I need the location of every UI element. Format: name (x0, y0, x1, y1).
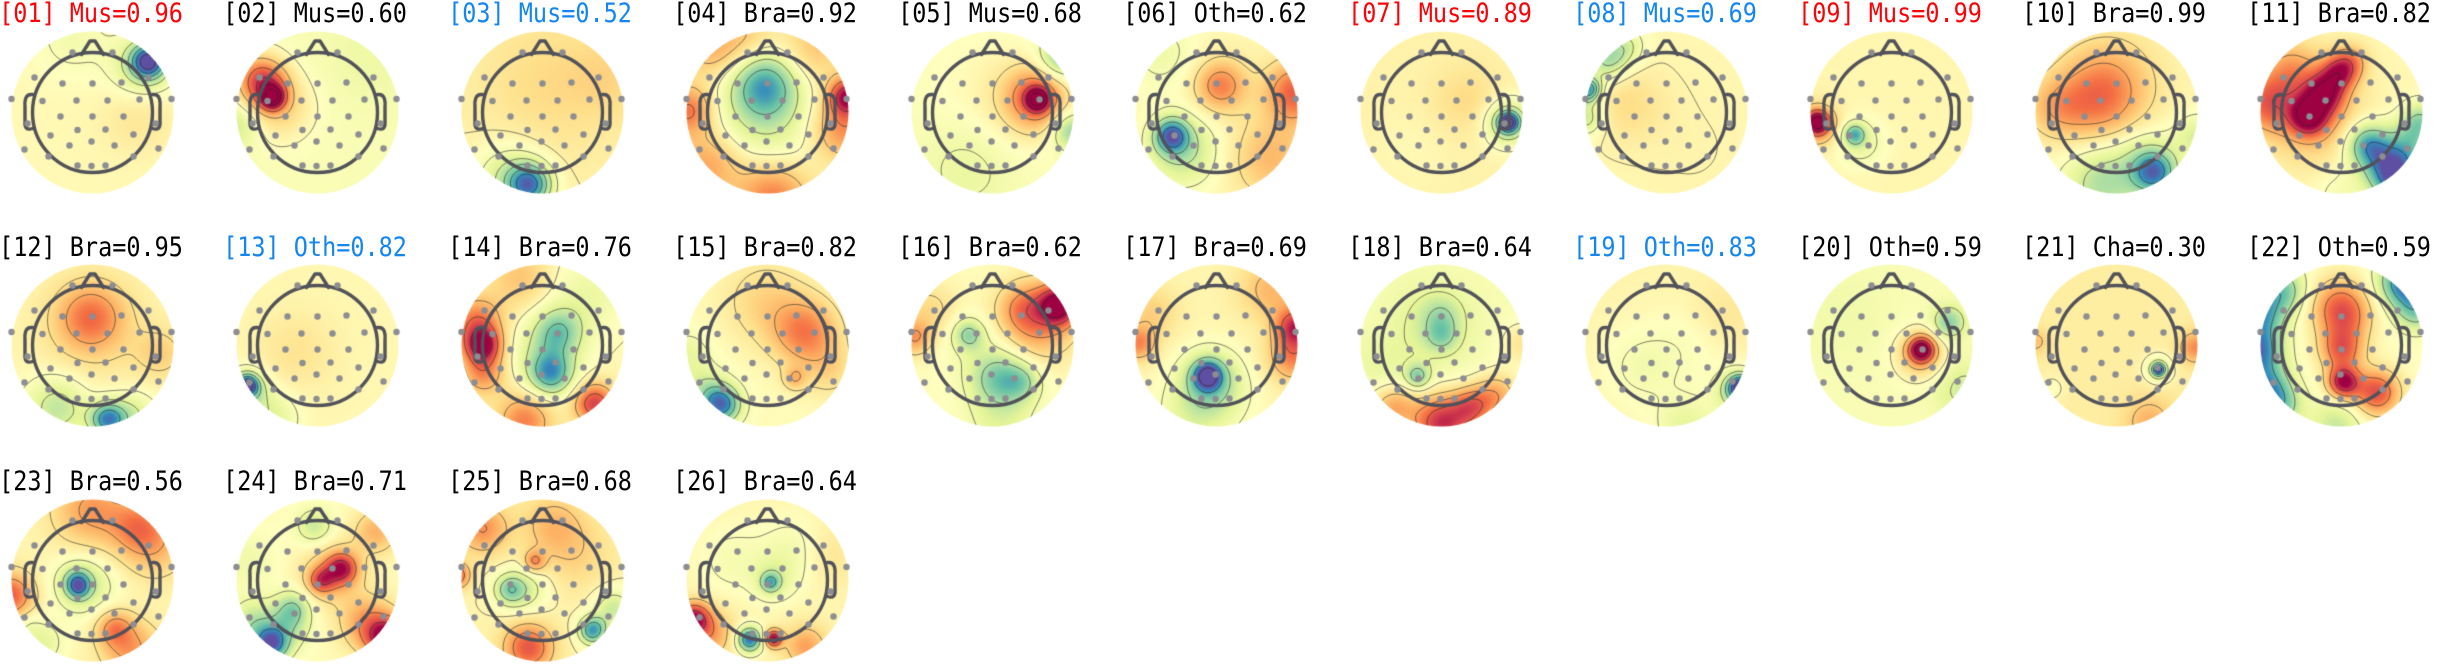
topomap-canvas-14 (429, 233, 655, 459)
topomap-canvas-05 (879, 0, 1105, 225)
topomap-cell-24: [24] Bra=0.71 (204, 467, 430, 667)
topomap-canvas-11 (2228, 0, 2438, 225)
topomap-cell-17: [17] Bra=0.69 (1104, 232, 1330, 459)
topomap-cell-15: [15] Bra=0.82 (654, 232, 880, 459)
topomap-cell-20: [20] Oth=0.59 (1779, 232, 2005, 459)
topomap-canvas-06 (1104, 0, 1330, 225)
topomap-canvas-18 (1329, 233, 1555, 459)
topomap-cell-06: [06] Oth=0.62 (1104, 0, 1330, 225)
topomap-cell-11: [11] Bra=0.82 (2228, 0, 2438, 225)
topomap-canvas-25 (429, 467, 655, 667)
topomap-canvas-26 (654, 467, 880, 667)
topomap-canvas-15 (654, 233, 880, 459)
topomap-cell-12: [12] Bra=0.95 (0, 232, 205, 459)
topomap-cell-25: [25] Bra=0.68 (429, 467, 655, 667)
topomap-canvas-21 (2003, 233, 2229, 459)
topomap-canvas-19 (1554, 233, 1780, 459)
topomap-cell-03: [03] Mus=0.52 (429, 0, 655, 225)
topomap-canvas-22 (2228, 233, 2438, 459)
topomap-cell-13: [13] Oth=0.82 (204, 232, 430, 459)
topomap-canvas-09 (1779, 0, 2005, 225)
topomap-cell-07: [07] Mus=0.89 (1329, 0, 1555, 225)
topomap-canvas-08 (1554, 0, 1780, 225)
topomap-canvas-17 (1104, 233, 1330, 459)
topomap-canvas-16 (879, 233, 1105, 459)
topomap-cell-05: [05] Mus=0.68 (879, 0, 1105, 225)
topomap-canvas-03 (429, 0, 655, 225)
topomap-cell-04: [04] Bra=0.92 (654, 0, 880, 225)
topomap-canvas-04 (654, 0, 880, 225)
topomap-canvas-01 (0, 0, 205, 225)
topomap-cell-01: [01] Mus=0.96 (0, 0, 205, 225)
topomap-cell-26: [26] Bra=0.64 (654, 467, 880, 667)
topomap-cell-19: [19] Oth=0.83 (1554, 232, 1780, 459)
topomap-canvas-12 (0, 233, 205, 459)
topomap-cell-16: [16] Bra=0.62 (879, 232, 1105, 459)
topomap-canvas-20 (1779, 233, 2005, 459)
topomap-canvas-10 (2003, 0, 2229, 225)
topomap-canvas-02 (204, 0, 430, 225)
topomap-cell-02: [02] Mus=0.60 (204, 0, 430, 225)
topomap-canvas-07 (1329, 0, 1555, 225)
topomap-cell-09: [09] Mus=0.99 (1779, 0, 2005, 225)
topomap-cell-14: [14] Bra=0.76 (429, 232, 655, 459)
topomap-canvas-13 (204, 233, 430, 459)
topomap-cell-23: [23] Bra=0.56 (0, 467, 205, 667)
topomap-canvas-24 (204, 467, 430, 667)
topomap-cell-08: [08] Mus=0.69 (1554, 0, 1780, 225)
topomap-cell-10: [10] Bra=0.99 (2003, 0, 2229, 225)
topomap-cell-22: [22] Oth=0.59 (2228, 232, 2438, 459)
topomap-cell-18: [18] Bra=0.64 (1329, 232, 1555, 459)
topomap-canvas-23 (0, 467, 205, 667)
topomap-cell-21: [21] Cha=0.30 (2003, 232, 2229, 459)
